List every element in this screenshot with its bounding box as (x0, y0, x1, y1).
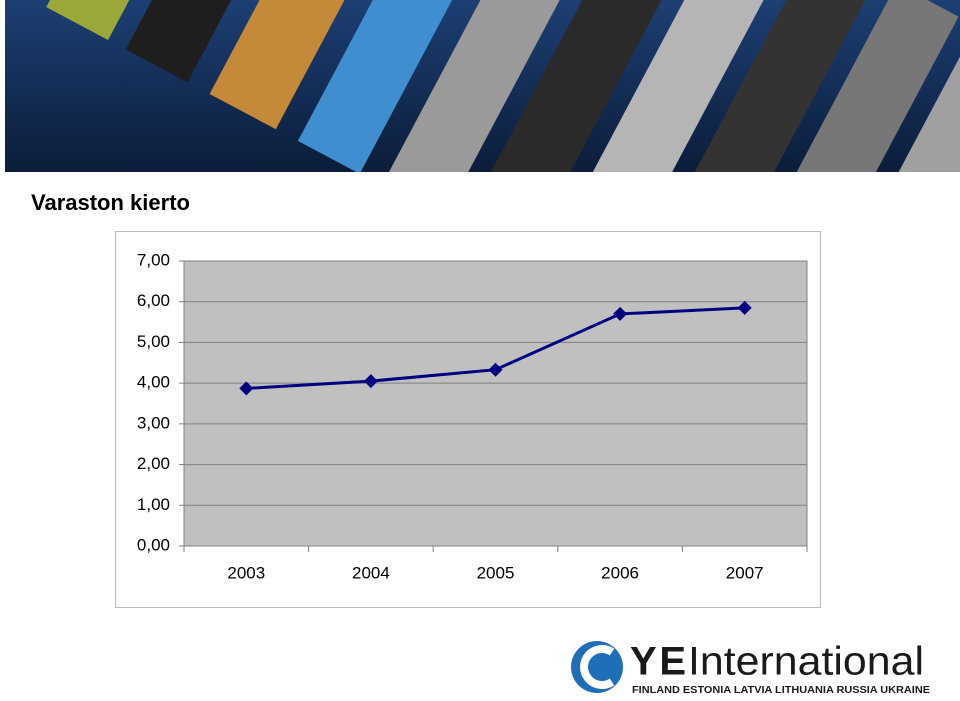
logo-brand-bold: YE (630, 640, 686, 684)
y-tick-label: 7,00 (137, 250, 170, 269)
x-tick-label: 2005 (477, 563, 515, 582)
data-point (363, 374, 378, 389)
data-point (613, 306, 628, 321)
y-tick-label: 3,00 (137, 413, 170, 432)
chart: 0,00 1,00 2,00 3,00 4,00 5,00 6,00 7,00 2003 2004… (137, 250, 808, 582)
x-tick-label: 2007 (726, 563, 764, 582)
data-point (737, 300, 752, 315)
logo-icon-arc (580, 645, 615, 689)
logo: YE International FINLAND ESTONIA LATVIA … (571, 640, 930, 696)
y-tick-label: 5,00 (137, 332, 170, 351)
y-tick-label: 4,00 (137, 373, 170, 392)
plot-area (183, 260, 808, 547)
x-tick-label: 2003 (227, 563, 265, 582)
y-tick-label: 0,00 (137, 535, 170, 554)
data-point (488, 362, 503, 377)
logo-brand: International (688, 640, 924, 684)
banner (5, 0, 960, 172)
x-tick-label: 2004 (352, 563, 390, 582)
y-tick-label: 2,00 (137, 454, 170, 473)
slide-title: Varaston kierto (31, 190, 190, 215)
x-tick-label: 2006 (601, 563, 639, 582)
data-point (239, 381, 254, 396)
logo-countries: FINLAND ESTONIA LATVIA LITHUANIA RUSSIA … (632, 684, 930, 696)
y-tick-label: 1,00 (137, 495, 170, 514)
y-tick-label: 6,00 (137, 291, 170, 310)
